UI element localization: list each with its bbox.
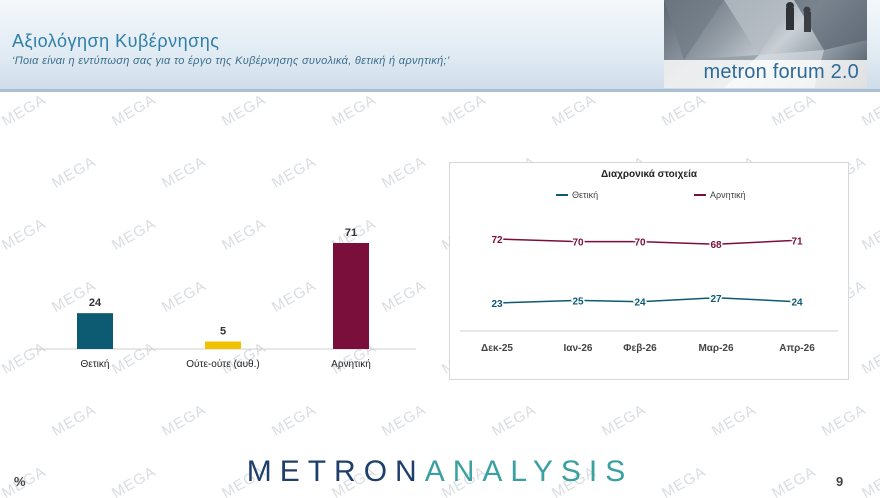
trend-chart-svg: 23 25 24 27 24 72 70 70 68 71 Δεκ-25 Ιαν-26 Φεβ-26 Μα… — [460, 234, 838, 354]
series-data-label: 27 — [710, 294, 722, 305]
watermark-text: MEGA — [48, 153, 100, 192]
series-data-label: 70 — [572, 238, 584, 249]
bar-chart: 24 Θετική 5 Ούτε-ούτε (αυθ.) 71 Αρνητική — [30, 200, 420, 380]
legend-item-negative: Αρνητική — [694, 190, 746, 200]
question-subtitle: ‘Ποια είναι η εντύπωση σας για το έργο τ… — [12, 55, 450, 67]
watermark-text: MEGA — [158, 153, 210, 192]
watermark-text: MEGA — [438, 91, 490, 130]
watermark-text: MEGA — [658, 91, 710, 130]
bar-0 — [77, 313, 113, 349]
page-number: 9 — [836, 474, 844, 489]
watermark-text: MEGA — [48, 401, 100, 440]
series-data-label: 25 — [572, 296, 584, 307]
bar-category-label: Ούτε-ούτε (αυθ.) — [186, 358, 259, 370]
watermark-text: MEGA — [858, 339, 880, 378]
legend-label-negative: Αρνητική — [710, 190, 746, 200]
legend-label-positive: Θετική — [572, 190, 599, 200]
watermark-text: MEGA — [218, 91, 270, 130]
metron-forum-logo: metron forum 2.0 — [664, 0, 867, 88]
legend-item-positive: Θετική — [556, 190, 598, 200]
trend-chart-title: Διαχρονικά στοιχεία — [600, 169, 697, 180]
slide-header: Αξιολόγηση Κυβέρνησης ‘Ποια είναι η εντύ… — [0, 0, 880, 92]
series-data-label: 71 — [791, 236, 803, 247]
trend-chart-panel: Διαχρονικά στοιχεία Θετική Αρνητική 23 25… — [449, 162, 849, 380]
bar-2 — [333, 243, 369, 349]
legend-swatch-positive — [556, 194, 568, 196]
watermark-text: MEGA — [328, 91, 380, 130]
watermark-text: MEGA — [268, 401, 320, 440]
watermark-text: MEGA — [768, 91, 820, 130]
trend-x-tick-label: Δεκ-25 — [481, 343, 513, 354]
series-line-1 — [496, 238, 798, 245]
trend-x-tick-label: Ιαν-26 — [564, 343, 593, 354]
metron-analysis-logo: METRONANALYSIS — [0, 455, 880, 489]
watermark-text: MEGA — [268, 153, 320, 192]
page-title: Αξιολόγηση Κυβέρνησης — [12, 31, 220, 51]
trend-x-tick-label: Φεβ-26 — [623, 343, 657, 354]
series-data-label: 24 — [791, 298, 803, 309]
logo-part1: METRON — [246, 455, 425, 488]
bar-category-label: Αρνητική — [331, 358, 371, 370]
watermark-text: MEGA — [598, 401, 650, 440]
trend-x-tick-label: Μαρ-26 — [698, 343, 734, 354]
watermark-text: MEGA — [378, 153, 430, 192]
bar-value-label: 71 — [345, 227, 357, 239]
bar-category-label: Θετική — [81, 358, 110, 370]
bar-value-label: 24 — [89, 297, 102, 309]
watermark-text: MEGA — [858, 91, 880, 130]
series-data-label: 72 — [491, 235, 503, 246]
bar-1 — [205, 341, 241, 349]
watermark-text: MEGA — [548, 91, 600, 130]
watermark-text: MEGA — [488, 401, 540, 440]
series-line-0 — [496, 297, 798, 304]
watermark-text: MEGA — [108, 91, 160, 130]
watermark-text: MEGA — [708, 401, 760, 440]
watermark-text: MEGA — [378, 401, 430, 440]
trend-x-tick-label: Απρ-26 — [779, 343, 815, 354]
percent-unit: % — [14, 474, 26, 489]
bar-chart-svg: 24 Θετική 5 Ούτε-ούτε (αυθ.) 71 Αρνητική — [30, 227, 416, 370]
bar-value-label: 5 — [220, 326, 226, 338]
watermark-text: MEGA — [858, 215, 880, 254]
legend-swatch-negative — [694, 194, 706, 196]
series-data-label: 24 — [634, 298, 646, 309]
watermark-text: MEGA — [0, 91, 50, 130]
logo-band — [664, 60, 867, 88]
series-data-label: 68 — [710, 240, 722, 251]
watermark-text: MEGA — [158, 401, 210, 440]
series-data-label: 70 — [634, 238, 646, 249]
watermark-text: MEGA — [818, 401, 870, 440]
series-data-label: 23 — [491, 299, 503, 310]
logo-part2: ANALYSIS — [424, 455, 634, 488]
logo-text: metron forum 2.0 — [703, 61, 859, 83]
